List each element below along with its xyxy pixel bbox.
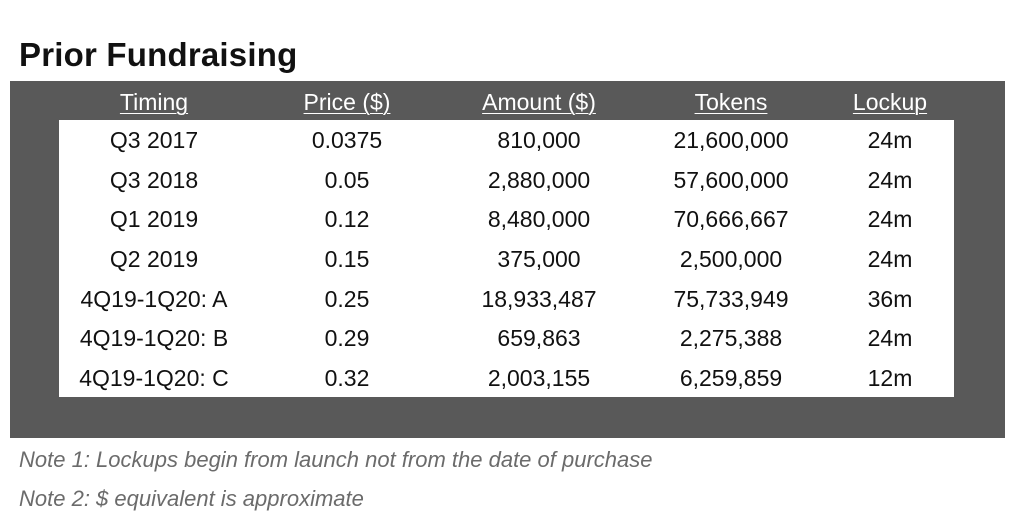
cell-timing: 4Q19-1Q20: C (79, 365, 229, 391)
cell-price: 0.29 (324, 325, 370, 351)
note-lockups: Note 1: Lockups begin from launch not fr… (19, 447, 653, 472)
column-header-timing: Timing (119, 89, 189, 115)
cell-amount: 2,003,155 (487, 365, 591, 391)
column-header-lockup: Lockup (852, 89, 928, 115)
cell-tokens: 2,500,000 (679, 246, 783, 272)
cell-timing: Q3 2017 (109, 127, 199, 153)
cell-lockup: 24m (867, 127, 913, 153)
note-approximate: Note 2: $ equivalent is approximate (19, 486, 364, 511)
table-row: Q2 2019 0.15 375,000 2,500,000 24m (59, 239, 954, 279)
table-row: 4Q19-1Q20: C 0.32 2,003,155 6,259,859 12… (59, 358, 954, 398)
column-header-tokens: Tokens (694, 89, 768, 115)
column-header-amount: Amount ($) (482, 89, 596, 115)
cell-lockup: 24m (867, 325, 913, 351)
fundraising-table: Timing Price ($) Amount ($) Tokens Locku… (10, 81, 1005, 438)
cell-amount: 2,880,000 (487, 167, 591, 193)
cell-price: 0.32 (324, 365, 370, 391)
cell-price: 0.15 (324, 246, 370, 272)
cell-amount: 8,480,000 (487, 206, 591, 232)
cell-lockup: 24m (867, 206, 913, 232)
cell-lockup: 36m (867, 286, 913, 312)
cell-timing: Q3 2018 (109, 167, 199, 193)
cell-tokens: 6,259,859 (679, 365, 783, 391)
cell-lockup: 24m (867, 167, 913, 193)
cell-amount: 659,863 (497, 325, 581, 351)
table-row: Q1 2019 0.12 8,480,000 70,666,667 24m (59, 199, 954, 239)
table-row: Q3 2017 0.0375 810,000 21,600,000 24m (59, 120, 954, 160)
cell-lockup: 24m (867, 246, 913, 272)
cell-price: 0.0375 (311, 127, 383, 153)
table-body: Q3 2017 0.0375 810,000 21,600,000 24m Q3… (59, 120, 954, 397)
cell-timing: Q1 2019 (109, 206, 199, 232)
cell-timing: Q2 2019 (109, 246, 199, 272)
cell-price: 0.25 (324, 286, 370, 312)
cell-tokens: 21,600,000 (673, 127, 789, 153)
page-title: Prior Fundraising (19, 36, 298, 73)
cell-tokens: 2,275,388 (679, 325, 783, 351)
table-row: Q3 2018 0.05 2,880,000 57,600,000 24m (59, 160, 954, 200)
cell-timing: 4Q19-1Q20: A (80, 286, 228, 312)
cell-price: 0.05 (324, 167, 370, 193)
cell-lockup: 12m (867, 365, 913, 391)
cell-price: 0.12 (324, 206, 370, 232)
column-header-price: Price ($) (303, 89, 391, 115)
cell-amount: 375,000 (497, 246, 581, 272)
cell-tokens: 57,600,000 (673, 167, 789, 193)
cell-tokens: 70,666,667 (673, 206, 789, 232)
cell-timing: 4Q19-1Q20: B (79, 325, 229, 351)
cell-amount: 18,933,487 (481, 286, 597, 312)
table-row: 4Q19-1Q20: A 0.25 18,933,487 75,733,949 … (59, 279, 954, 319)
cell-amount: 810,000 (497, 127, 581, 153)
cell-tokens: 75,733,949 (673, 286, 789, 312)
table-row: 4Q19-1Q20: B 0.29 659,863 2,275,388 24m (59, 318, 954, 358)
